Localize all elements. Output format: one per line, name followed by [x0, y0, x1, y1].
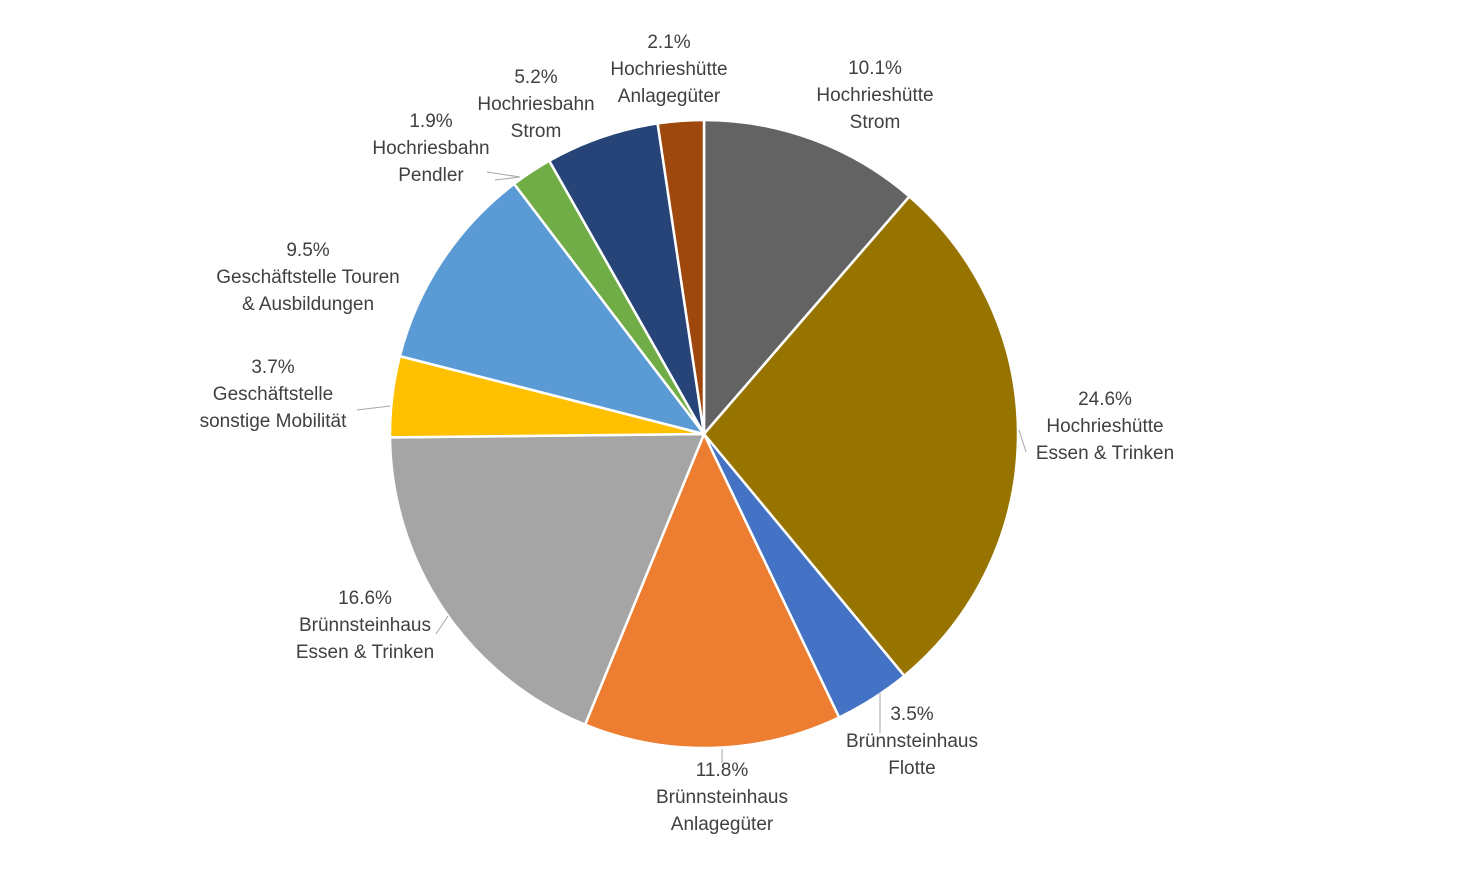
slice-name-label: Anlagegüter	[618, 86, 721, 107]
leader-line	[435, 615, 449, 635]
slice-name-label: Essen & Trinken	[1036, 443, 1174, 464]
slice-percent-label: 3.7%	[251, 357, 294, 378]
slice-name-label: Geschäftstelle Touren	[216, 267, 399, 288]
slice-name-label: Anlagegüter	[671, 814, 774, 835]
leader-line	[494, 176, 521, 181]
slice-percent-label: 16.6%	[338, 588, 392, 609]
pie-slice	[656, 118, 706, 436]
pie-slice	[702, 195, 1020, 678]
leader-lines-layer	[356, 171, 1027, 763]
slice-data-label: 5.2% Hochriesbahn Strom	[477, 67, 594, 142]
leader-line	[356, 405, 391, 411]
slice-name-label: Flotte	[888, 758, 936, 779]
slice-percent-label: 11.8%	[696, 760, 749, 781]
slice-percent-label: 5.2%	[514, 67, 557, 88]
slice-name-label: Hochriesbahn	[372, 138, 489, 159]
slice-data-label: 9.5% Geschäftstelle Touren & Ausbildungen	[216, 240, 399, 315]
slice-name-label: Essen & Trinken	[296, 642, 434, 663]
slice-percent-label: 9.5%	[286, 240, 329, 261]
leader-line	[486, 171, 521, 178]
slice-percent-label: 10.1%	[848, 58, 902, 79]
slice-data-label: 3.7% Geschäftstelle sonstige Mobilität	[200, 357, 348, 432]
pie-slice	[702, 118, 911, 436]
slice-name-label: Strom	[850, 112, 901, 133]
slice-data-label: 10.1% Hochrieshütte Strom	[816, 58, 933, 133]
pie-slice	[398, 182, 706, 436]
labels-layer: 10.1% Hochrieshütte Strom 24.6% Hochrieshütt…	[200, 32, 1175, 835]
leader-line	[1018, 429, 1027, 453]
slices-layer	[388, 118, 1020, 750]
slice-name-label: Brünnsteinhaus	[656, 787, 788, 808]
slice-name-label: Hochrieshütte	[816, 85, 933, 106]
pie-slice	[583, 432, 841, 750]
slice-percent-label: 3.5%	[890, 704, 933, 725]
slice-name-label: sonstige Mobilität	[200, 411, 348, 432]
slice-name-label: Hochrieshütte	[1046, 416, 1163, 437]
slice-percent-label: 1.9%	[409, 111, 452, 132]
slice-data-label: 2.1% Hochrieshütte Anlagegüter	[610, 32, 727, 107]
slice-percent-label: 2.1%	[647, 32, 690, 53]
slice-name-label: Hochriesbahn	[477, 94, 594, 115]
slice-percent-label: 24.6%	[1078, 389, 1132, 410]
slice-data-label: 11.8% Brünnsteinhaus Anlagegüter	[656, 760, 788, 835]
slice-name-label: Brünnsteinhaus	[299, 615, 431, 636]
slice-name-label: & Ausbildungen	[242, 294, 374, 315]
slice-name-label: Brünnsteinhaus	[846, 731, 978, 752]
pie-slice	[388, 432, 706, 726]
slice-data-label: 24.6% Hochrieshütte Essen & Trinken	[1036, 389, 1174, 464]
slice-name-label: Strom	[511, 121, 562, 142]
slice-data-label: 1.9% Hochriesbahn Pendler	[372, 111, 489, 186]
slice-data-label: 3.5% Brünnsteinhaus Flotte	[846, 704, 978, 779]
slice-name-label: Hochrieshütte	[610, 59, 727, 80]
slice-data-label: 16.6% Brünnsteinhaus Essen & Trinken	[296, 588, 434, 663]
slice-name-label: Geschäftstelle	[213, 384, 333, 405]
slice-name-label: Pendler	[398, 165, 464, 186]
